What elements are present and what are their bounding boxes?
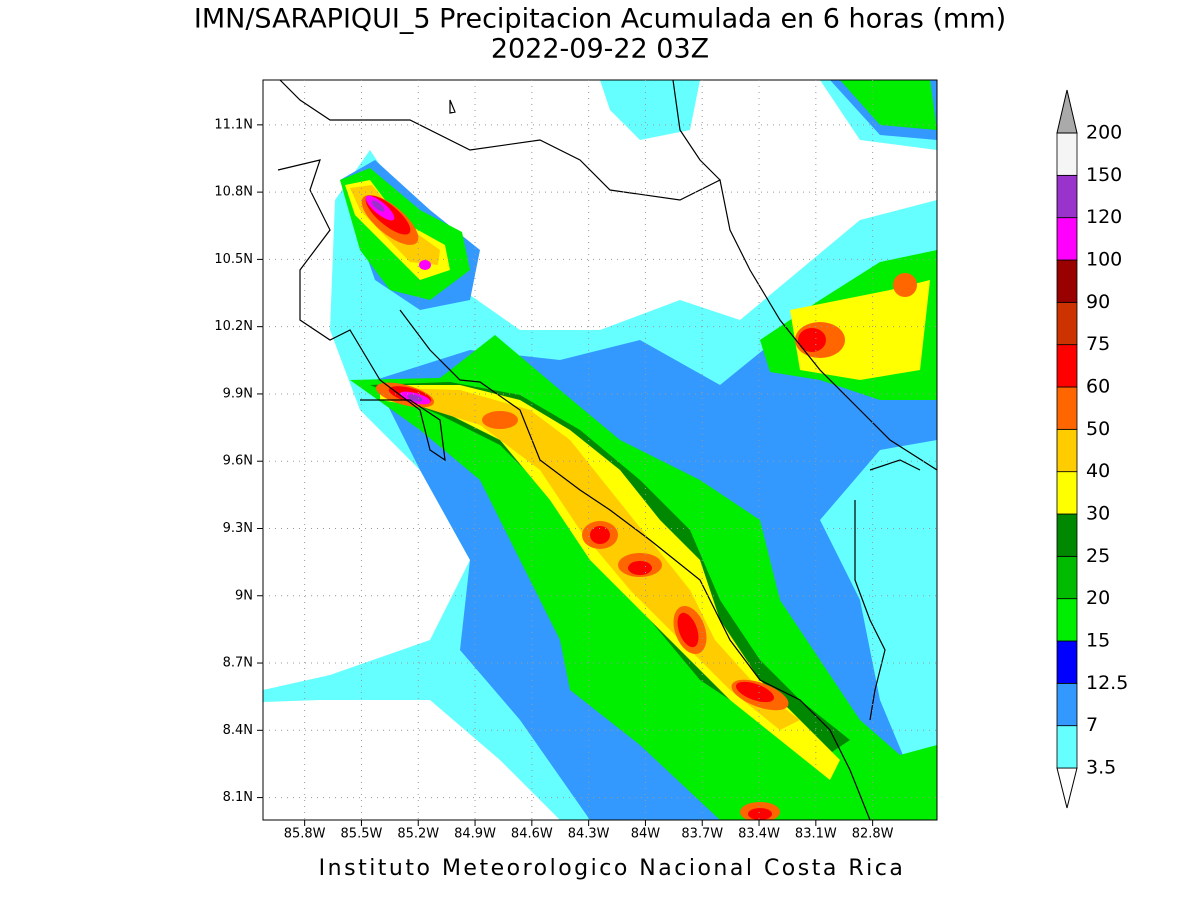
x-tick-label: 83.7W	[681, 827, 723, 842]
x-tick-label: 82.8W	[852, 827, 894, 842]
colorbar-label: 60	[1086, 376, 1110, 398]
x-tick-label: 85.8W	[284, 827, 326, 842]
y-tick-label: 9.3N	[223, 521, 253, 536]
colorbar-segment	[1056, 174, 1078, 219]
y-tick-label: 9N	[235, 588, 253, 603]
y-tick-label: 11.1N	[214, 117, 253, 132]
plot-frame	[262, 79, 938, 821]
x-tick-label: 83.1W	[795, 827, 837, 842]
colorbar-label: 50	[1086, 418, 1110, 440]
colorbar-segment	[1056, 513, 1078, 557]
colorbar-under	[1056, 767, 1078, 809]
colorbar-segment	[1056, 640, 1078, 684]
x-tick-label: 85.5W	[341, 827, 383, 842]
precip-15	[340, 80, 937, 820]
colorbar-label: 15	[1086, 630, 1110, 652]
colorbar-segment	[1056, 682, 1078, 727]
y-tick-label: 8.4N	[223, 723, 253, 738]
colorbar-segment	[1056, 217, 1078, 261]
colorbar-label: 120	[1086, 206, 1122, 228]
y-tick-label: 9.6N	[223, 454, 253, 469]
colorbar-segment	[1056, 259, 1078, 303]
colorbar-label: 40	[1086, 460, 1110, 482]
colorbar-label: 7	[1086, 714, 1098, 736]
colorbar-segment	[1056, 725, 1078, 769]
precip-120	[371, 200, 423, 402]
colorbar-label: 20	[1086, 587, 1110, 609]
precip-field	[263, 80, 937, 820]
y-tick-label: 8.1N	[223, 790, 253, 805]
y-tick-label: 8.7N	[223, 656, 253, 671]
title: IMN/SARAPIQUI_5 Precipitacion Acumulada …	[194, 4, 1006, 35]
colorbar-label: 90	[1086, 291, 1110, 313]
x-tick-label: 85.2W	[397, 827, 439, 842]
y-tick-label: 9.9N	[223, 386, 253, 401]
x-tick-label: 84.6W	[511, 827, 553, 842]
colorbar-segment	[1056, 555, 1078, 600]
colorbar-over	[1056, 89, 1078, 134]
colorbar-segment	[1056, 598, 1078, 642]
coastline	[277, 80, 937, 820]
x-tick-label: 84.9W	[454, 827, 496, 842]
colorbar-label: 12.5	[1086, 672, 1128, 694]
colorbar-label: 150	[1086, 164, 1122, 186]
colorbar-label: 100	[1086, 249, 1122, 271]
x-tick-label: 83.4W	[738, 827, 780, 842]
colorbar-label: 75	[1086, 333, 1110, 355]
colorbar-label: 25	[1086, 545, 1110, 567]
precip-60	[365, 195, 826, 820]
x-tick-label: 84W	[631, 827, 661, 842]
colorbar-segment	[1056, 301, 1078, 346]
y-tick-label: 10.8N	[214, 185, 253, 200]
colorbar-label: 200	[1086, 122, 1122, 144]
precip-40	[350, 185, 800, 730]
subtitle: 2022-09-22 03Z	[491, 34, 709, 65]
colorbar-label: 3.5	[1086, 757, 1116, 779]
colorbar-segment	[1056, 428, 1078, 473]
colorbar-segment	[1056, 386, 1078, 430]
colorbar-label: 30	[1086, 503, 1110, 525]
colorbar-segment	[1056, 132, 1078, 176]
colorbar-segment	[1056, 471, 1078, 515]
x-tick-label: 84.3W	[568, 827, 610, 842]
y-tick-label: 10.2N	[214, 319, 253, 334]
colorbar-segment	[1056, 344, 1078, 388]
y-tick-label: 10.5N	[214, 252, 253, 267]
footer: Instituto Meteorologico Nacional Costa R…	[319, 856, 906, 881]
